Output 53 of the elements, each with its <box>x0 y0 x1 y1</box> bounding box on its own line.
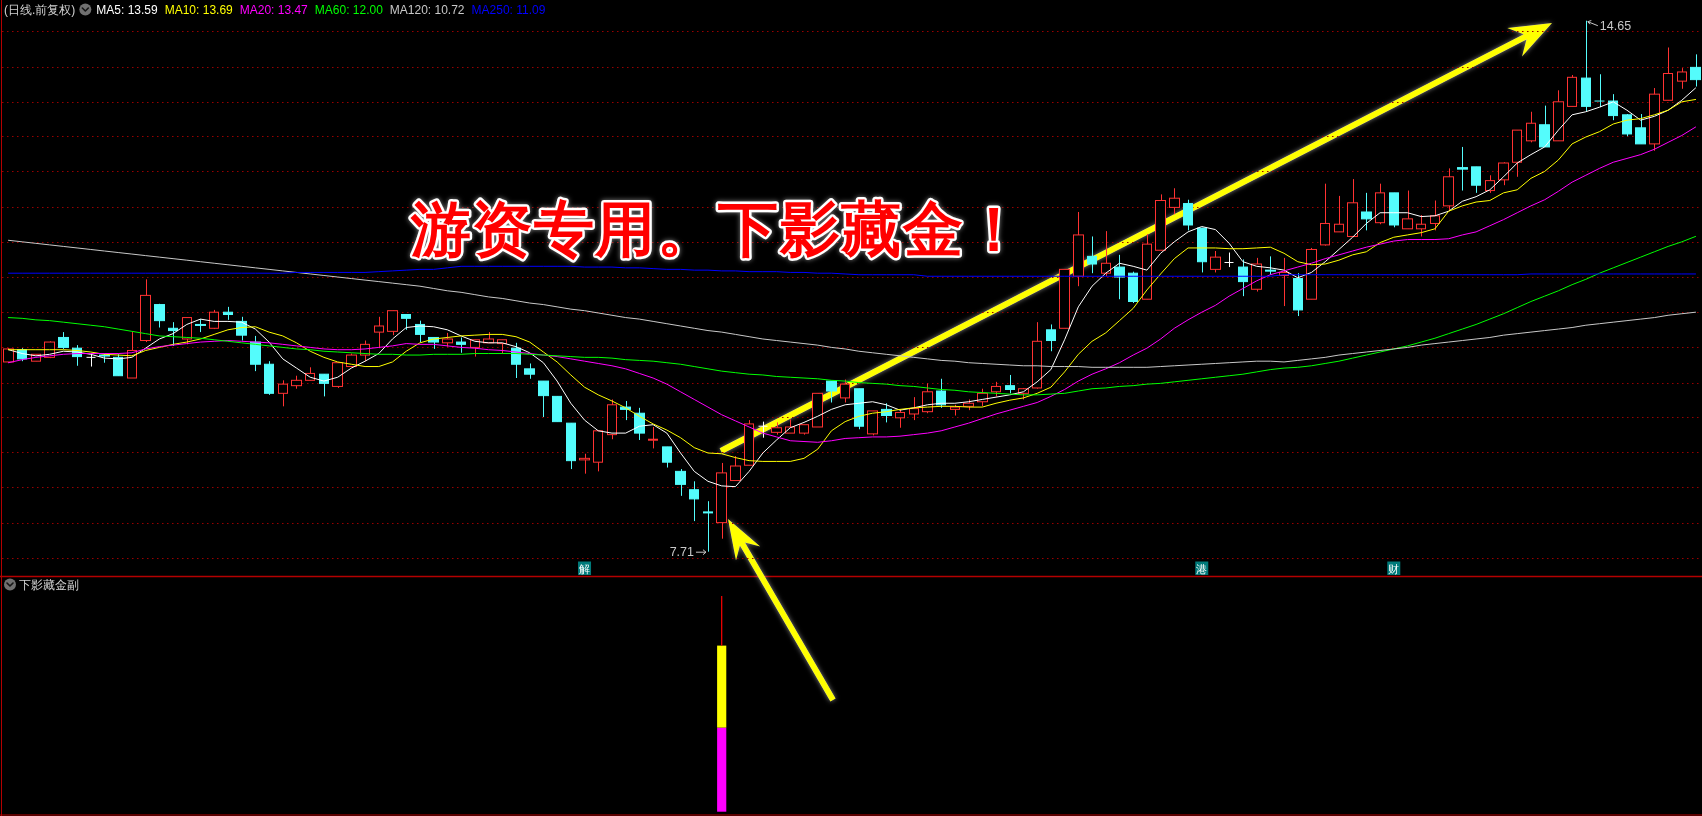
candlestick <box>1183 199 1193 231</box>
candlestick <box>1457 146 1468 192</box>
text: MA10: 13.69 <box>164 3 234 17</box>
text: MA250: 11.09 <box>471 3 546 17</box>
candlestick <box>387 310 398 336</box>
candlestick <box>1046 323 1056 352</box>
candlestick <box>86 353 96 368</box>
candlestick <box>374 316 384 349</box>
chart-title: 下影藏金副 <box>19 578 79 592</box>
candlestick <box>1169 187 1180 215</box>
annotation: 游资专用。下影藏金！ <box>409 196 1026 263</box>
candlestick <box>1635 113 1646 145</box>
candlestick <box>278 379 288 407</box>
text: MA120: 10.72 <box>389 3 465 17</box>
text: MA60: 12.00 <box>314 3 384 17</box>
candlestick <box>250 335 261 372</box>
candlestick <box>579 453 590 475</box>
candlestick <box>1114 254 1125 300</box>
candlestick <box>662 446 672 469</box>
candlestick <box>1101 230 1111 277</box>
candlestick <box>1690 53 1701 87</box>
candlestick <box>703 500 713 553</box>
candlestick <box>675 468 686 497</box>
candlestick <box>538 380 549 418</box>
annotation: 14.65 <box>1599 19 1632 34</box>
candlestick <box>1539 105 1550 148</box>
chart-title: (日线.前复权) <box>4 3 76 17</box>
candlestick <box>1320 183 1330 247</box>
candlestick <box>826 380 837 403</box>
candlestick <box>895 408 905 429</box>
candlestick <box>1265 255 1276 276</box>
candlestick <box>1238 258 1248 297</box>
candlestick <box>168 321 178 347</box>
candlestick <box>1526 111 1536 143</box>
text: MA5: 13.59 <box>96 3 159 17</box>
candlestick <box>1005 374 1015 394</box>
annotation: 7.71 <box>669 545 695 560</box>
candlestick <box>1608 93 1618 121</box>
candlestick <box>648 426 658 449</box>
candlestick <box>1402 190 1413 230</box>
candlestick <box>689 480 699 522</box>
candlestick <box>1594 73 1605 108</box>
candlestick <box>936 378 946 409</box>
candlestick <box>1677 67 1687 90</box>
candlestick <box>1334 195 1344 233</box>
candlestick <box>1210 250 1221 273</box>
text: MA20: 13.47 <box>239 3 309 17</box>
candlestick <box>1361 192 1372 231</box>
candlestick <box>1087 235 1097 274</box>
candlestick <box>730 455 741 482</box>
candlestick <box>1416 214 1426 237</box>
candlestick <box>1471 166 1481 194</box>
candlestick <box>909 396 919 421</box>
